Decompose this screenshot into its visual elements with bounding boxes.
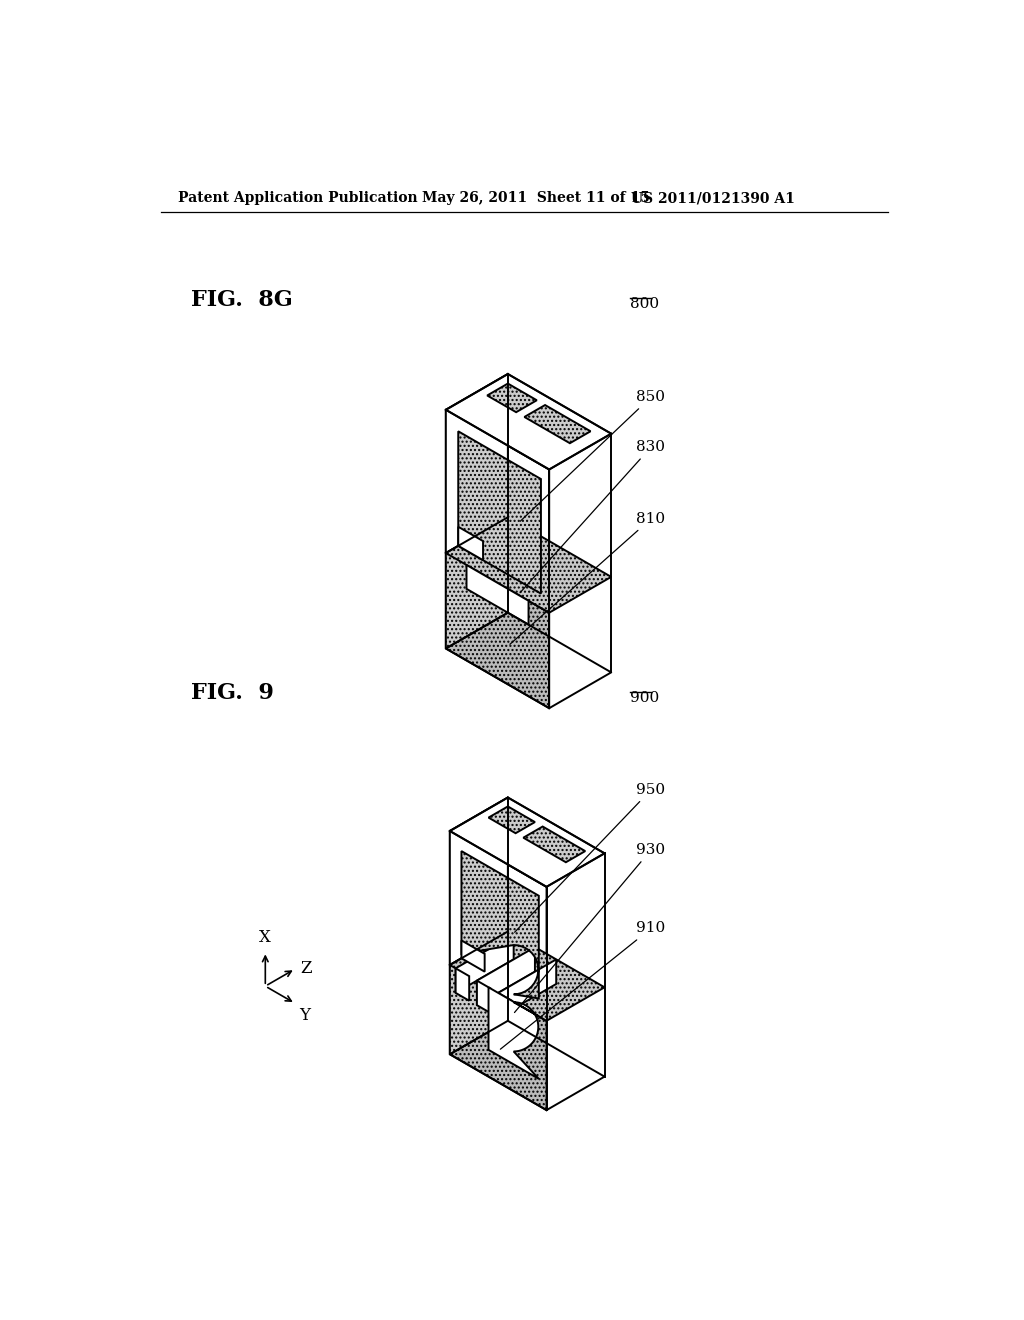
Polygon shape [450,932,508,1055]
Polygon shape [523,826,585,862]
Text: 850: 850 [520,391,666,521]
Polygon shape [450,797,508,965]
Text: FIG.  8G: FIG. 8G [190,289,293,312]
Polygon shape [445,553,549,708]
Polygon shape [445,517,508,648]
Polygon shape [488,987,539,1078]
Text: 810: 810 [510,512,666,644]
Polygon shape [462,851,539,998]
Polygon shape [467,565,528,624]
Polygon shape [445,374,611,470]
Polygon shape [499,960,556,1018]
Text: 950: 950 [515,783,666,932]
Text: 800: 800 [630,297,658,312]
Polygon shape [450,832,547,1020]
Polygon shape [487,384,537,412]
Polygon shape [450,965,547,1110]
Text: X: X [259,929,271,946]
Text: FIG.  9: FIG. 9 [190,682,273,704]
Polygon shape [445,409,549,612]
Text: US 2011/0121390 A1: US 2011/0121390 A1 [631,191,795,206]
Polygon shape [499,993,512,1026]
Text: 900: 900 [630,692,658,705]
Text: May 26, 2011  Sheet 11 of 15: May 26, 2011 Sheet 11 of 15 [422,191,649,206]
Text: Patent Application Publication: Patent Application Publication [178,191,418,206]
Text: 910: 910 [501,921,666,1049]
Text: 830: 830 [520,440,666,593]
Polygon shape [445,374,508,553]
Polygon shape [459,432,541,594]
Polygon shape [524,405,591,444]
Polygon shape [456,935,514,993]
Polygon shape [462,940,484,972]
Text: Z: Z [301,961,312,977]
Polygon shape [450,797,604,887]
Polygon shape [477,948,535,1005]
Polygon shape [477,981,490,1012]
Polygon shape [488,807,535,833]
Polygon shape [456,969,469,1001]
Polygon shape [445,517,611,612]
Text: 930: 930 [514,843,666,1012]
Text: Y: Y [299,1007,310,1023]
Polygon shape [459,527,483,560]
Polygon shape [450,932,604,1020]
